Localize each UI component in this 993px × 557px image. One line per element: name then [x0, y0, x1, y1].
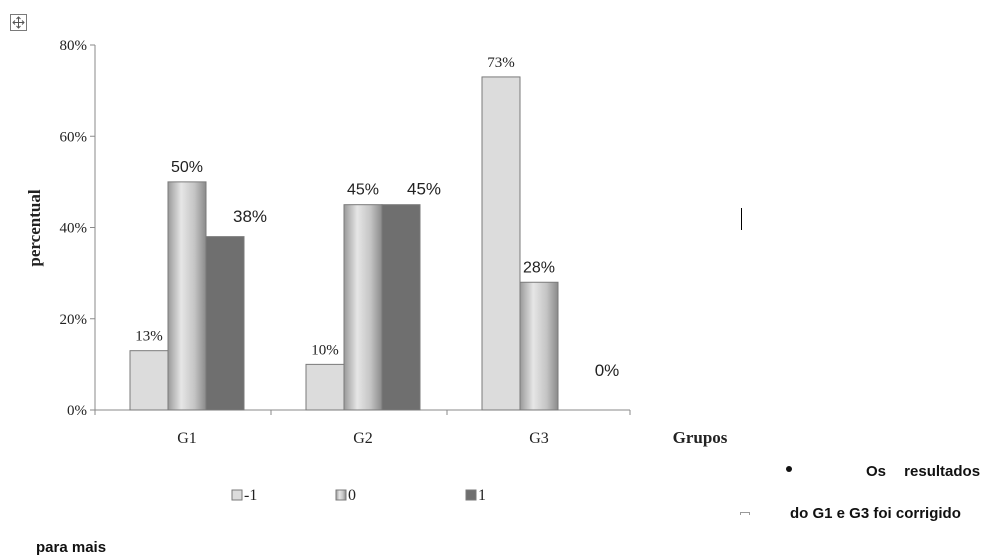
y-tick-label: 40% [60, 221, 88, 237]
y-tick-label: 60% [60, 129, 88, 145]
bar-G1-1 [205, 236, 245, 411]
y-tick-label: 20% [60, 312, 88, 328]
x-tick-label: G3 [529, 430, 549, 447]
data-label: 10% [311, 342, 339, 358]
x-tick-label: G2 [353, 430, 373, 447]
bar-G1-0 [167, 181, 207, 411]
legend-swatch--1 [231, 489, 243, 501]
data-label: 13% [135, 329, 163, 345]
data-label: 45% [347, 182, 379, 199]
note-text-line-3: para mais [36, 539, 107, 556]
note-text-line-1: Os resultados [866, 463, 981, 480]
legend-swatch-0 [335, 489, 347, 501]
data-label: 28% [523, 259, 555, 276]
bar-G2-0 [343, 204, 383, 411]
legend-label: -1 [244, 487, 257, 504]
x-tick-label: G1 [177, 430, 197, 447]
bar-G3-0 [519, 281, 559, 411]
data-label: 45% [407, 180, 441, 199]
bar-G2-1 [381, 204, 421, 411]
data-label: 38% [233, 207, 267, 226]
data-label: 50% [171, 159, 203, 176]
anchor-mark-icon [740, 512, 750, 515]
data-label: 73% [487, 55, 515, 71]
bullet-icon [786, 466, 792, 472]
text-cursor [741, 208, 742, 230]
bar-G3--1 [481, 76, 521, 411]
data-label: 0% [595, 361, 620, 380]
y-axis-title: percentual [25, 189, 44, 266]
y-tick-label: 0% [67, 403, 87, 419]
note-text-line-2: do G1 e G3 foi corrigido [790, 505, 961, 522]
x-axis-title: Grupos [673, 428, 728, 447]
bar-G1--1 [129, 350, 169, 411]
bar-G2--1 [305, 363, 345, 411]
legend-label: 0 [348, 487, 356, 504]
move-cross-icon[interactable] [10, 14, 27, 31]
legend-swatch-1 [465, 489, 477, 501]
y-tick-label: 80% [60, 38, 88, 54]
legend-label: 1 [478, 487, 486, 504]
